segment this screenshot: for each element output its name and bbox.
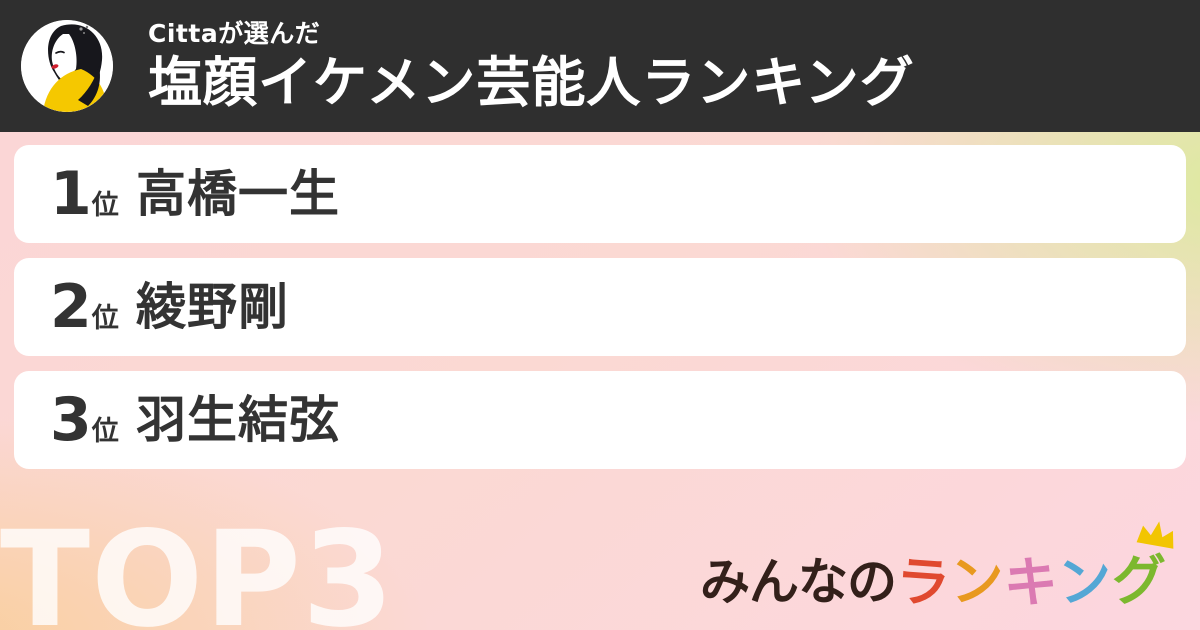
crown-icon — [1136, 521, 1174, 549]
logo-prefix-text: みんなの — [700, 553, 897, 611]
logo-colored-char: ン — [1054, 545, 1116, 616]
ranking-list: 1 位 高橋一生 2 位 綾野剛 3 位 羽生結弦 — [0, 132, 1200, 469]
logo-colored-char: ン — [947, 547, 1007, 614]
rank-badge: 3 位 — [50, 390, 124, 450]
logo-colored-char: ラ — [893, 549, 953, 616]
ranking-author-label: Cittaが選んだ — [148, 19, 321, 49]
page-title: 塩顔イケメン芸能人ランキング — [148, 50, 915, 114]
header-text: Cittaが選んだ 塩顔イケメン芸能人ランキング — [148, 18, 915, 113]
rank-number: 3 — [50, 385, 92, 455]
rank-entry-name: 羽生結弦 — [136, 391, 340, 449]
top3-watermark: TOP3 — [0, 503, 395, 630]
rank-row-2: 2 位 綾野剛 — [14, 258, 1186, 356]
header: Cittaが選んだ 塩顔イケメン芸能人ランキング — [0, 0, 1200, 132]
ranking-body: 1 位 高橋一生 2 位 綾野剛 3 位 羽生結弦 TOP3 — [0, 132, 1200, 630]
minna-no-ranking-logo: みんなのランキング — [700, 521, 1174, 616]
rank-entry-name: 綾野剛 — [136, 278, 289, 336]
rank-row-1: 1 位 高橋一生 — [14, 145, 1186, 243]
rank-badge: 2 位 — [50, 277, 124, 337]
avatar — [21, 20, 113, 112]
citta-portrait-avatar-icon — [21, 20, 113, 112]
rank-number: 1 — [50, 159, 92, 229]
rank-row-3: 3 位 羽生結弦 — [14, 371, 1186, 469]
rank-suffix: 位 — [91, 303, 119, 334]
rank-entry-name: 高橋一生 — [136, 165, 340, 223]
logo-colored-char: グ — [1112, 549, 1166, 612]
rank-badge: 1 位 — [50, 164, 124, 224]
logo-colored-char: キ — [1001, 549, 1061, 616]
rank-suffix: 位 — [91, 416, 119, 447]
rank-suffix: 位 — [91, 190, 119, 221]
rank-number: 2 — [50, 272, 92, 342]
